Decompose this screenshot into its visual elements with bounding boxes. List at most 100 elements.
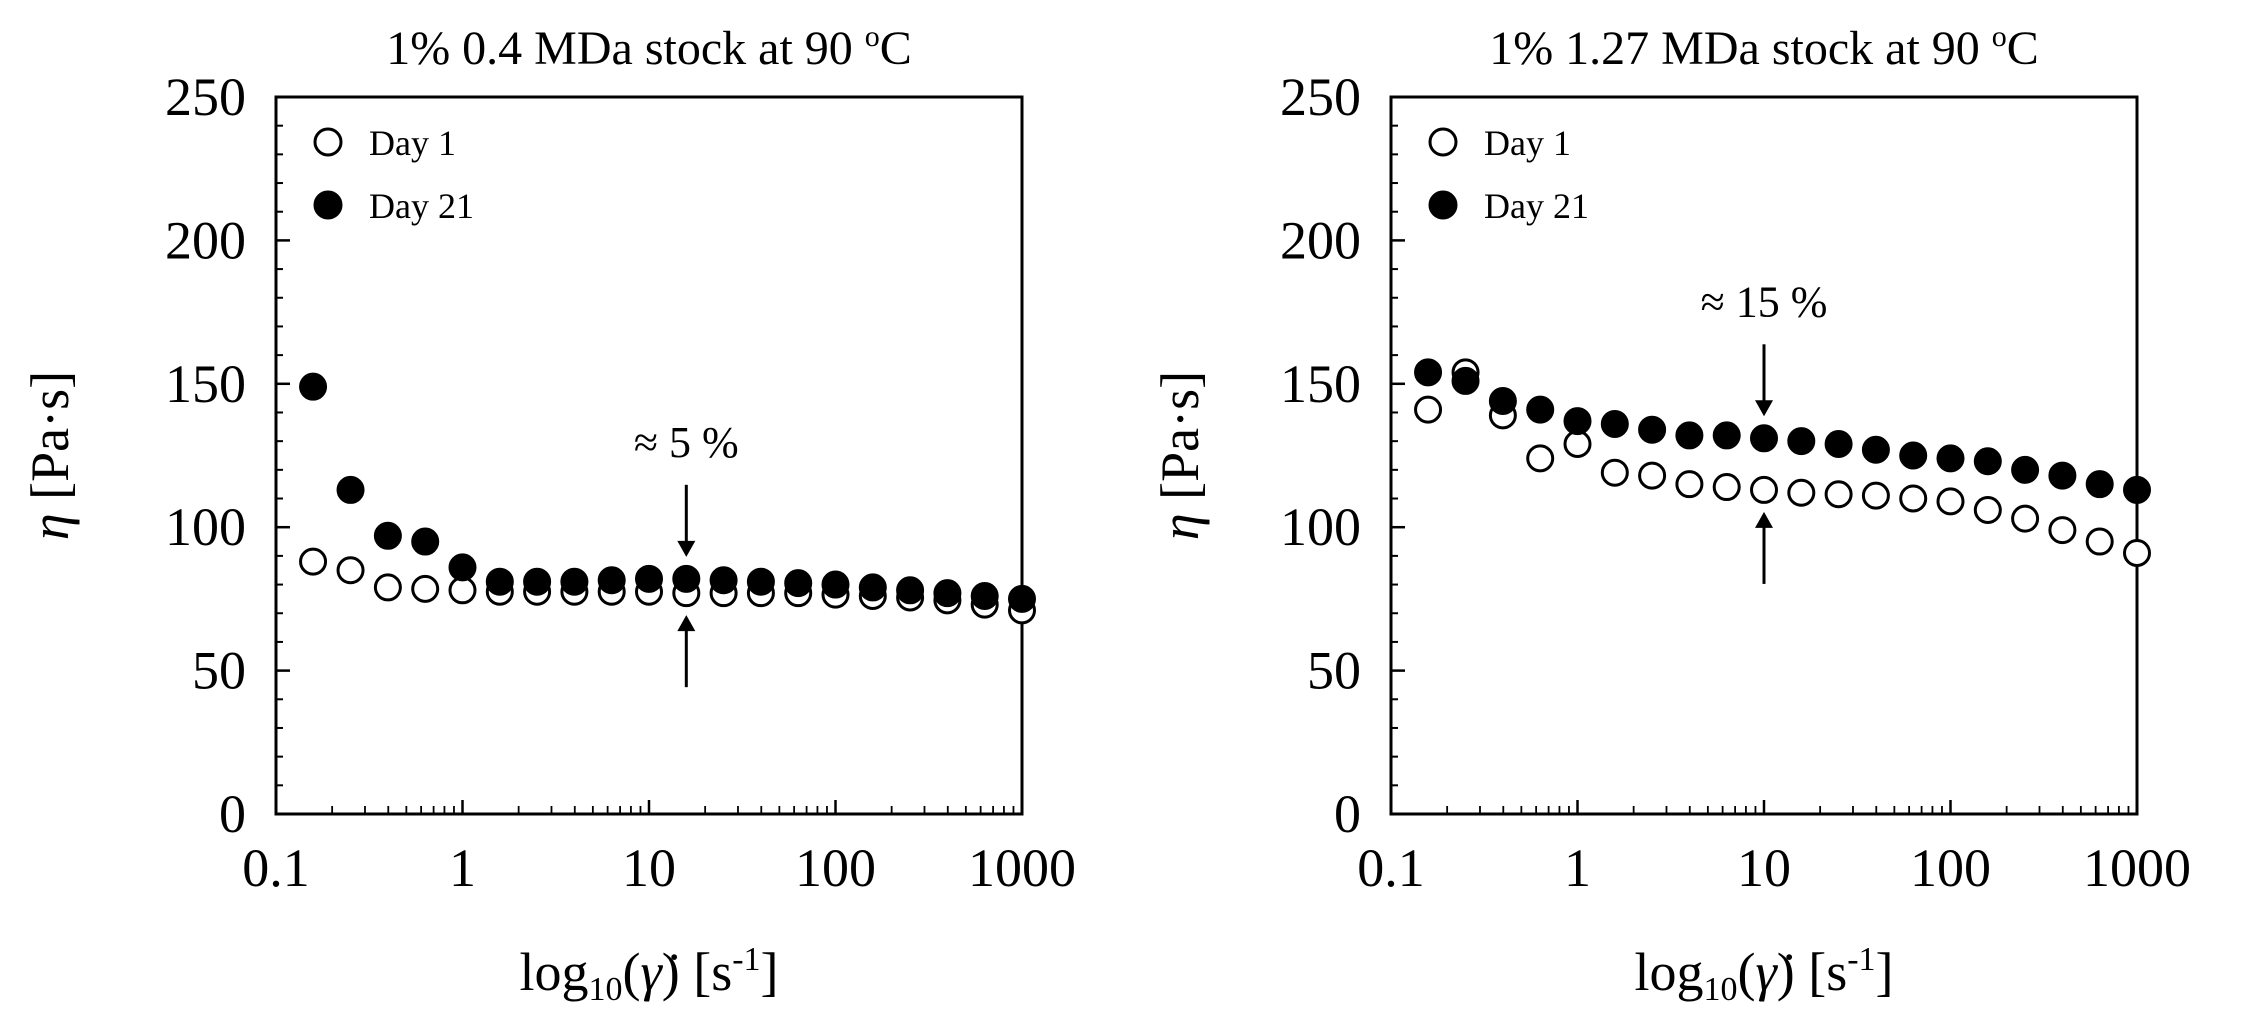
y-tick-label: 0 [219, 784, 246, 844]
day21-point [1008, 584, 1036, 613]
title-text: 1% 0.4 MDa stock at 90 [386, 22, 865, 75]
day1-point [2011, 504, 2040, 533]
y-axis-symbol: η [20, 513, 80, 540]
day21-point [1861, 435, 1890, 464]
y-axis-label: η [Pa·s] [1150, 371, 1210, 540]
day21-point [1936, 444, 1965, 473]
day1-point [1563, 430, 1592, 459]
x-axis-subscript: 10 [1703, 971, 1737, 1008]
day1-point [411, 574, 440, 603]
day21-point [933, 579, 962, 608]
legend-label: Day 21 [1484, 186, 1589, 226]
y-tick-label: 200 [1280, 210, 1361, 270]
day1-point [1600, 458, 1629, 487]
x-axis-label: log10(γ̇) [s-1] [1634, 941, 1893, 1008]
day1-point [1675, 470, 1704, 499]
day21-point [1488, 387, 1517, 416]
day1-point [448, 576, 477, 605]
day21-point [336, 475, 365, 504]
day21-point [970, 582, 999, 611]
title-unit: C [2007, 22, 2039, 75]
arrow-head-up [677, 615, 696, 632]
day1-point [1526, 444, 1555, 473]
day21-point [1675, 421, 1704, 450]
day21-point [635, 564, 663, 593]
legend-marker [313, 127, 343, 157]
day21-point [709, 566, 738, 595]
day21-point [2123, 475, 2151, 504]
chart-right: 1% 1.27 MDa stock at 90 oC 0 50 100 150 200 25… [1150, 20, 2191, 1008]
day21-point [299, 372, 328, 401]
day21-point [1600, 409, 1629, 438]
annotation-label: ≈ 5 % [634, 418, 739, 467]
legend-label: Day 1 [369, 123, 456, 163]
x-axis-bracket: ] [1876, 942, 1894, 1002]
annotation-label: ≈ 15 % [1701, 277, 1828, 326]
arrow-head-up [1755, 511, 1773, 528]
day21-point [1973, 447, 2002, 476]
y-tick-label: 100 [165, 497, 246, 557]
day21-point [560, 567, 589, 596]
x-axis-superscript: -1 [1847, 941, 1875, 978]
x-axis-log: log [519, 942, 588, 1002]
x-tick-label: 1 [449, 838, 476, 898]
y-axis-symbol: η [1150, 513, 1210, 540]
title-degree: o [1992, 20, 2007, 53]
day21-point [896, 576, 925, 605]
y-tick-label: 200 [165, 210, 246, 270]
y-tick-label: 50 [192, 641, 246, 701]
y-axis-label: η [Pa·s] [20, 371, 80, 540]
y-tick-label: 250 [165, 67, 246, 127]
legend-marker [313, 190, 343, 220]
y-tick-label: 250 [1280, 67, 1361, 127]
day1-point [2085, 527, 2114, 556]
y-tick-label: 0 [1334, 784, 1361, 844]
day1-point [1638, 461, 1667, 490]
day1-point [1973, 495, 2002, 524]
day1-point [373, 573, 402, 602]
x-tick-label: 100 [1910, 838, 1991, 898]
day21-point [1712, 421, 1741, 450]
x-axis-superscript: -1 [732, 941, 760, 978]
day21-point [1414, 358, 1443, 387]
day1-point [2048, 516, 2077, 545]
y-tick-label: 50 [1307, 641, 1361, 701]
day1-point [1414, 395, 1443, 424]
y-tick-label: 100 [1280, 497, 1361, 557]
arrow-head-down [1755, 400, 1773, 417]
x-axis-log: log [1634, 942, 1703, 1002]
day21-point [2085, 470, 2114, 499]
title-unit: C [880, 22, 912, 75]
y-tick-label: 150 [165, 354, 246, 414]
chart-title: 1% 0.4 MDa stock at 90 oC [386, 20, 912, 75]
day1-point [2123, 539, 2151, 568]
day21-point [1899, 441, 1928, 470]
day21-point [1526, 395, 1555, 424]
day1-point [1899, 484, 1928, 513]
day21-point [597, 566, 626, 595]
day21-point [784, 569, 813, 598]
x-axis-unit: ) [s [662, 942, 732, 1002]
x-tick-label: 1 [1564, 838, 1591, 898]
day1-point [299, 547, 328, 576]
x-axis-bracket: ] [761, 942, 779, 1002]
x-tick-label: 0.1 [242, 838, 310, 898]
day21-point [1638, 415, 1667, 444]
day1-point [336, 556, 365, 585]
day21-point [485, 567, 514, 596]
legend-label: Day 1 [1484, 123, 1571, 163]
day1-point [1787, 478, 1816, 507]
day21-point [1824, 430, 1853, 459]
day21-point [448, 553, 477, 582]
title-text: 1% 1.27 MDa stock at 90 [1489, 22, 1992, 75]
day21-point [2048, 461, 2077, 490]
day21-point [1787, 427, 1816, 456]
day1-point [1750, 475, 1778, 504]
day21-point [1563, 407, 1592, 436]
day21-point [746, 567, 775, 596]
x-tick-label: 10 [1737, 838, 1791, 898]
y-axis-unit: [Pa·s] [20, 371, 80, 513]
x-axis-paren: ( [622, 942, 640, 1002]
x-tick-label: 0.1 [1357, 838, 1425, 898]
